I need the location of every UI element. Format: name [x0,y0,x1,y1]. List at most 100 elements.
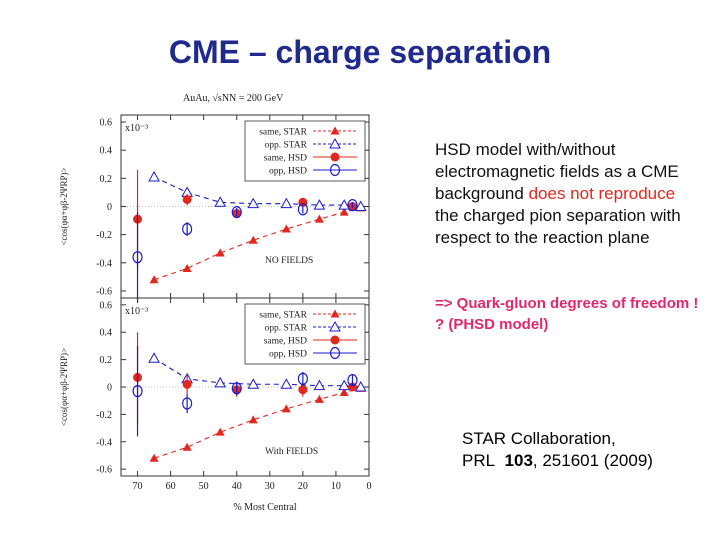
reference-journal: PRL [462,451,496,470]
y-tick-label: 0.2 [100,174,113,185]
data-point [214,196,227,207]
slide-title: CME – charge separation [168,34,552,70]
data-point [338,199,351,210]
data-point [297,203,308,216]
data-point [231,382,242,395]
data-point [281,224,291,233]
panel-label: NO FIELDS [265,256,313,266]
y-tick-label: -0.2 [96,410,112,421]
description-highlight: does not reproduce [528,184,676,203]
data-point [182,194,192,204]
panel-with-fields: 0.6 0.4 0.2 0 -0.2 -0.4 -0.6 70 60 50 40 30 20 10 0 x10… [59,297,372,513]
reference-authors: STAR Collaboration, [462,429,616,448]
x-tick-label: 30 [265,481,275,492]
model-description: HSD model with/without electromagnetic f… [435,139,695,249]
legend-label: opp, HSD [269,350,307,360]
legend-label: opp. STAR [264,324,307,334]
x-tick-label: 20 [298,481,308,492]
y-axis-label: <cos(φα+φβ-2ΨRP)> [59,167,69,245]
legend-marker [329,137,341,149]
panel-no-fields: 0.6 0.4 0.2 0 -0.2 -0.4 -0.6 x10⁻³ <cos(φα+φβ-2Ψ… [59,114,370,303]
data-point [297,372,308,385]
collision-system-label: AuAu, √sNN = 200 GeV [183,93,284,104]
y-tick-label: -0.2 [96,230,112,241]
y-tick-label: -0.6 [96,465,112,476]
y-multiplier-label: x10⁻³ [125,306,148,317]
panel-label: With FIELDS [265,447,318,457]
series-line [153,387,361,459]
y-tick-label: -0.4 [96,258,112,269]
data-point [314,214,324,223]
x-axis-label: % Most Central [233,502,297,513]
x-tick-label: 10 [331,481,341,492]
data-point [314,394,324,403]
data-point [354,380,367,392]
data-point [215,248,225,257]
y-multiplier-label: x10⁻³ [125,123,148,134]
reference-citation: PRL 103, 251601 (2009) [462,450,702,472]
y-axis-label: <cos(φα+φβ-2ΨRP)> [59,348,69,426]
conclusion-text: => Quark-gluon degrees of freedom ! ? (P… [435,295,699,333]
data-point [247,378,260,389]
y-tick-label: 0 [107,383,112,394]
x-tick-label: 40 [232,481,242,492]
data-point [339,387,349,396]
y-tick-label: 0 [107,202,112,213]
cme-charge-separation-figure: AuAu, √sNN = 200 GeV 0.6 0.4 0.2 0 -0.2 -0.4 -… [59,93,372,513]
description-text: HSD model with/without electromagnetic f… [435,140,679,203]
legend-marker [330,335,340,345]
series-line [153,357,361,388]
data-point [248,235,258,244]
data-point [215,427,225,436]
data-point [132,251,143,264]
data-point [182,397,193,410]
data-point [354,200,367,211]
x-tick-label: 60 [166,481,176,492]
data-point [313,199,326,210]
data-point [298,385,308,395]
legend-label: same, HSD [264,154,307,164]
y-tick-label: 0.2 [100,355,113,366]
data-point [281,404,291,413]
data-point [148,170,160,182]
data-point [149,275,159,284]
data-point [339,207,349,216]
data-point [182,263,192,272]
data-point [149,453,159,462]
y-tick-label: 0.4 [100,328,113,339]
data-point [182,222,193,236]
legend-marker [329,346,341,360]
y-tick-label: -0.6 [96,286,112,297]
x-tick-label: 70 [133,481,143,492]
legend-label: opp. STAR [264,141,307,151]
legend-marker [329,163,341,177]
data-point [347,198,358,212]
data-point [214,376,227,388]
data-point [132,385,143,398]
data-point [182,379,192,389]
legend-marker [330,126,340,135]
legend-marker [330,152,340,162]
y-tick-label: -0.4 [96,437,112,448]
y-tick-label: 0.6 [100,300,113,311]
data-point [148,352,160,363]
legend-label: same, STAR [259,311,307,321]
data-point [280,197,293,209]
legend-label: same, HSD [264,337,307,347]
data-point [280,378,293,389]
reference-volume: 103 [504,451,533,470]
legend-label: same, STAR [259,128,307,138]
x-tick-label: 0 [367,481,372,492]
description-text-end: the charged pion separation with respect… [435,206,681,247]
y-tick-label: 0.4 [100,146,113,157]
legend-marker [329,320,341,332]
legend-label: opp, HSD [269,167,307,177]
data-point [347,374,358,387]
reference-pages-year: , 251601 (2009) [532,451,653,470]
data-point [313,379,326,391]
series-line [153,176,361,208]
data-point [247,197,260,209]
data-point [182,442,192,451]
data-point [231,206,242,219]
legend-marker [330,309,340,318]
